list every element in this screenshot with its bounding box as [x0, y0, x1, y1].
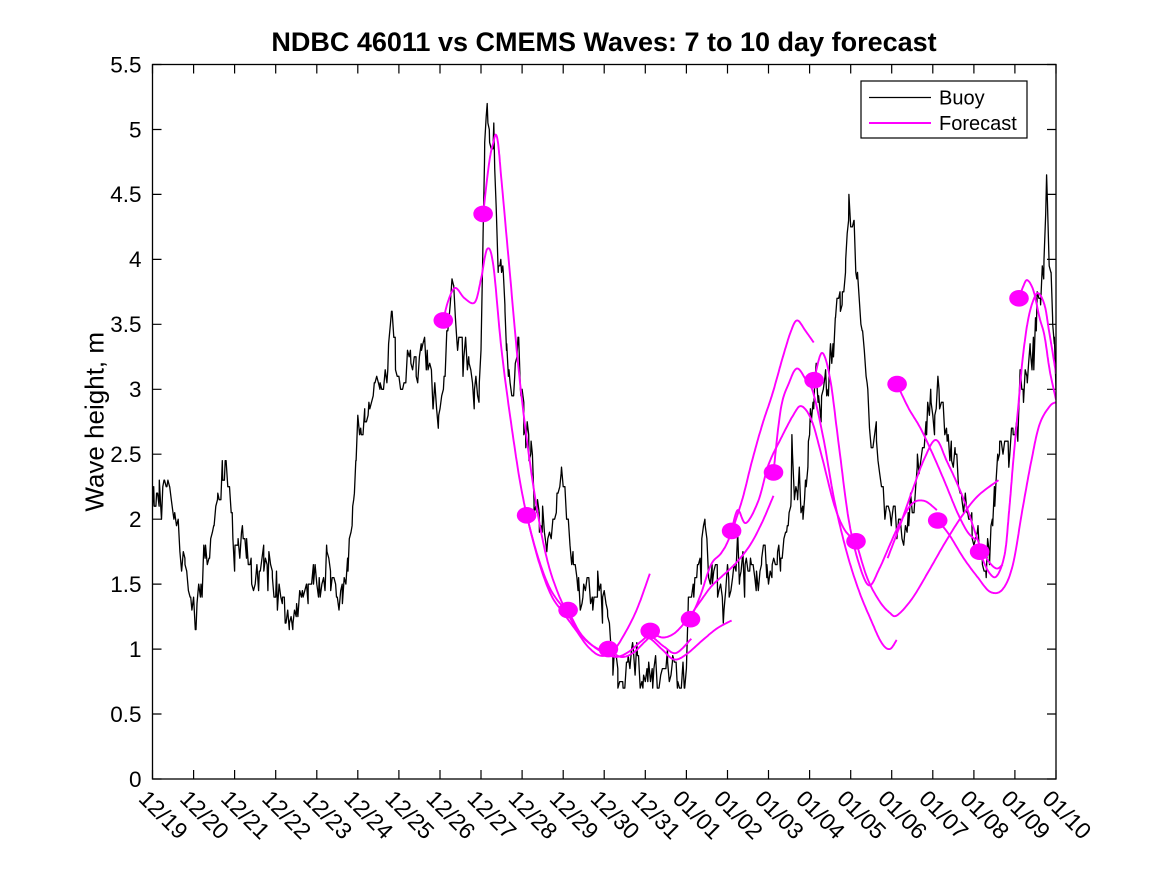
svg-text:4: 4 — [129, 247, 142, 272]
svg-text:3.5: 3.5 — [110, 312, 141, 337]
svg-text:Wave height, m: Wave height, m — [80, 332, 110, 512]
svg-text:Buoy: Buoy — [939, 88, 985, 110]
svg-text:3: 3 — [129, 377, 142, 402]
svg-text:5.5: 5.5 — [110, 52, 141, 77]
svg-text:2.5: 2.5 — [110, 442, 141, 467]
svg-text:2: 2 — [129, 507, 142, 532]
svg-text:Forecast: Forecast — [939, 113, 1017, 135]
svg-text:4.5: 4.5 — [110, 182, 141, 207]
svg-text:1.5: 1.5 — [110, 572, 141, 597]
svg-text:NDBC 46011 vs CMEMS Waves: 7 t: NDBC 46011 vs CMEMS Waves: 7 to 10 day f… — [271, 27, 936, 57]
svg-text:5: 5 — [129, 117, 142, 142]
svg-text:0: 0 — [129, 767, 142, 792]
svg-text:0.5: 0.5 — [110, 702, 141, 727]
svg-text:1: 1 — [129, 637, 142, 662]
